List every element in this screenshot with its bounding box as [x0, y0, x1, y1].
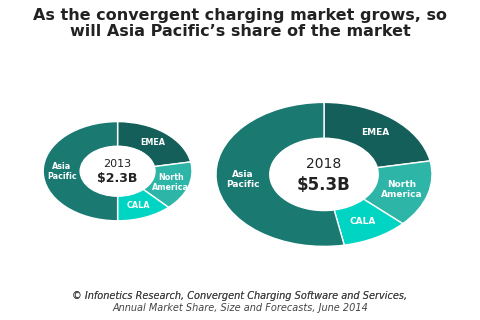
Text: © Infonetics Research, Convergent Charging Software and Services,: © Infonetics Research, Convergent Chargi… — [72, 291, 408, 301]
Wedge shape — [363, 161, 432, 224]
Text: $2.3B: $2.3B — [97, 172, 138, 185]
Text: © Infonetics Research, Convergent Charging Software and Services,: © Infonetics Research, Convergent Chargi… — [72, 291, 408, 301]
Text: Asia
Pacific: Asia Pacific — [227, 170, 260, 189]
Wedge shape — [143, 162, 192, 207]
Text: $5.3B: $5.3B — [297, 176, 351, 194]
Wedge shape — [43, 122, 118, 221]
Text: EMEA: EMEA — [361, 128, 390, 137]
Text: 2018: 2018 — [306, 157, 342, 171]
Text: North
America: North America — [381, 180, 423, 199]
Wedge shape — [334, 199, 403, 245]
Text: will Asia Pacific’s share of the market: will Asia Pacific’s share of the market — [70, 24, 410, 39]
Wedge shape — [324, 102, 430, 168]
Circle shape — [81, 147, 154, 196]
Text: CALA: CALA — [126, 201, 150, 210]
Text: Annual Market Share, Size and Forecasts, June 2014: Annual Market Share, Size and Forecasts,… — [112, 303, 368, 313]
Text: CALA: CALA — [350, 217, 376, 226]
Text: Asia
Pacific: Asia Pacific — [47, 162, 76, 181]
Wedge shape — [118, 122, 191, 166]
Wedge shape — [118, 189, 168, 221]
Wedge shape — [216, 102, 344, 246]
Text: 2013: 2013 — [104, 159, 132, 169]
Text: As the convergent charging market grows, so: As the convergent charging market grows,… — [33, 8, 447, 23]
Text: EMEA: EMEA — [141, 138, 166, 147]
Circle shape — [271, 139, 377, 210]
Text: North
America: North America — [152, 173, 189, 192]
